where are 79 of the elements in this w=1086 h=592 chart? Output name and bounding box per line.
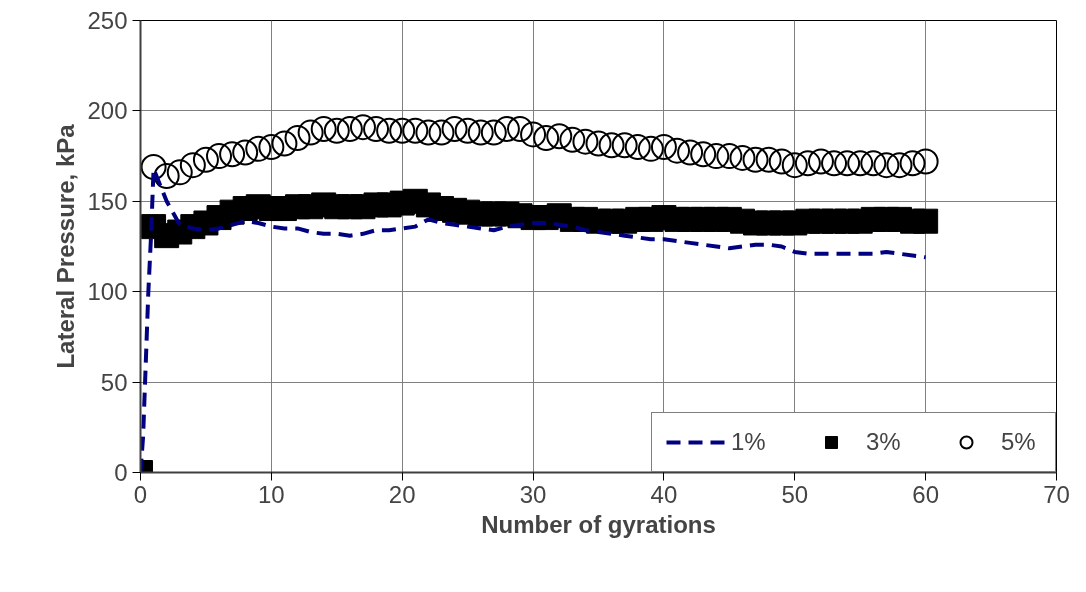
y-tick-label: 200 bbox=[87, 97, 128, 125]
point bbox=[480, 119, 507, 146]
point bbox=[794, 150, 821, 177]
point bbox=[637, 135, 664, 162]
point bbox=[140, 153, 167, 180]
point bbox=[912, 148, 939, 175]
point bbox=[415, 119, 442, 146]
y-tick-label: 50 bbox=[100, 368, 128, 396]
point bbox=[441, 116, 468, 142]
point bbox=[598, 132, 625, 159]
point bbox=[821, 150, 848, 177]
point bbox=[166, 159, 193, 186]
point bbox=[520, 121, 547, 148]
x-axis-title: Number of gyrations bbox=[481, 510, 716, 538]
point bbox=[363, 116, 390, 142]
point bbox=[389, 117, 416, 144]
point bbox=[493, 116, 520, 142]
point bbox=[153, 163, 180, 189]
point bbox=[454, 117, 481, 144]
point bbox=[703, 143, 730, 170]
point bbox=[310, 116, 337, 142]
y-tick-label: 250 bbox=[87, 7, 128, 34]
point bbox=[664, 137, 691, 164]
legend-label: 5% bbox=[1001, 428, 1037, 456]
point bbox=[873, 152, 900, 179]
point bbox=[677, 139, 704, 166]
point bbox=[336, 116, 363, 142]
x-tick-label: 0 bbox=[133, 480, 148, 508]
point bbox=[611, 132, 638, 159]
point bbox=[271, 130, 298, 157]
point bbox=[572, 128, 599, 155]
x-tick-label: 30 bbox=[519, 480, 547, 508]
x-tick-label: 70 bbox=[1043, 480, 1070, 508]
point bbox=[349, 114, 376, 141]
y-axis-title: Lateral Pressure, kPa bbox=[52, 123, 80, 369]
point bbox=[559, 126, 586, 153]
point bbox=[834, 150, 861, 177]
point bbox=[807, 148, 834, 175]
point bbox=[192, 146, 219, 173]
point bbox=[624, 134, 651, 161]
point bbox=[323, 117, 350, 144]
x-tick-label: 10 bbox=[258, 480, 285, 508]
point bbox=[428, 119, 455, 146]
point bbox=[860, 150, 887, 177]
point bbox=[533, 125, 560, 151]
point bbox=[650, 134, 677, 161]
legend-label: 3% bbox=[866, 428, 902, 456]
point bbox=[755, 146, 782, 173]
point bbox=[258, 134, 285, 161]
point bbox=[284, 125, 311, 151]
point bbox=[742, 146, 769, 173]
point bbox=[297, 119, 324, 146]
point bbox=[376, 117, 403, 144]
point bbox=[585, 130, 612, 157]
point bbox=[899, 150, 926, 177]
point bbox=[768, 148, 795, 175]
point bbox=[232, 139, 259, 166]
point bbox=[245, 135, 272, 162]
y-tick-label: 0 bbox=[114, 459, 128, 486]
point bbox=[179, 152, 206, 179]
point bbox=[219, 141, 246, 168]
x-tick-label: 40 bbox=[650, 480, 678, 508]
point bbox=[729, 144, 756, 171]
point bbox=[716, 143, 743, 170]
x-tick-label: 60 bbox=[912, 480, 939, 508]
point bbox=[690, 141, 717, 168]
point bbox=[506, 116, 533, 142]
point bbox=[402, 117, 429, 144]
x-tick-label: 50 bbox=[781, 480, 809, 508]
point bbox=[546, 123, 573, 150]
point bbox=[467, 119, 494, 146]
point bbox=[886, 152, 913, 179]
y-tick-label: 150 bbox=[87, 187, 128, 215]
point bbox=[206, 143, 233, 170]
legend-label: 1% bbox=[731, 428, 767, 456]
point bbox=[847, 150, 874, 177]
y-tick-label: 100 bbox=[87, 278, 128, 306]
point bbox=[781, 152, 808, 179]
x-tick-label: 20 bbox=[388, 480, 416, 508]
